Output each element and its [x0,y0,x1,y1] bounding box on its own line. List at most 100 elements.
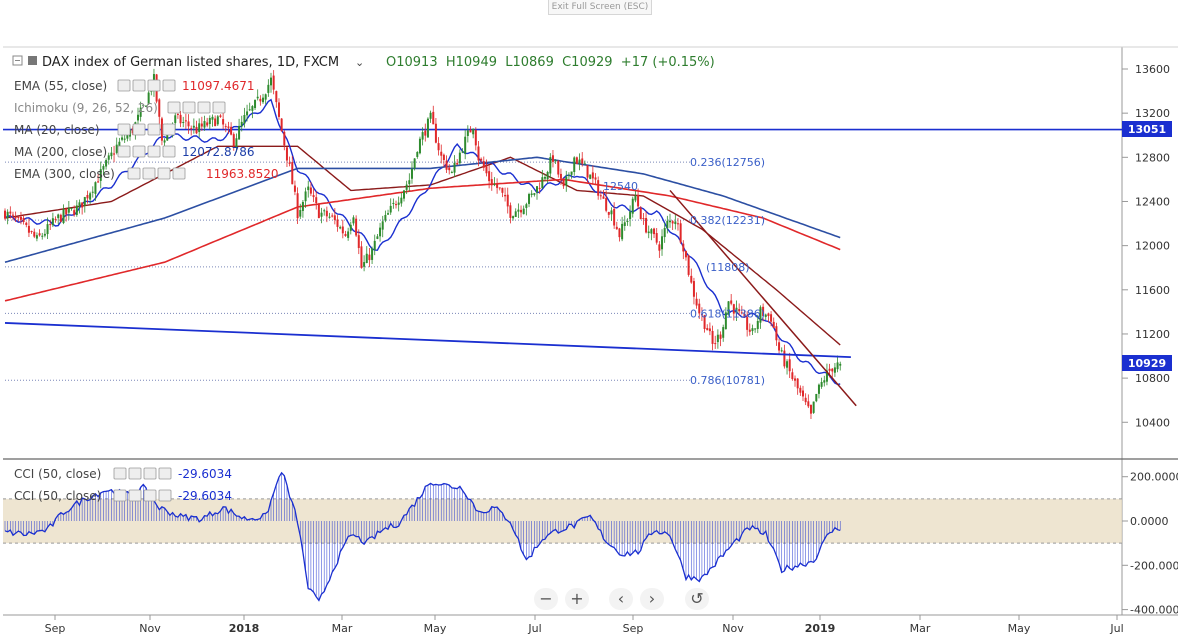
time-tick-label: Sep [45,622,66,635]
cci-legend-label-2[interactable]: CCI (50, close) [14,489,101,503]
candle-body [783,350,786,367]
candle-body [831,368,834,372]
candle-body [493,184,496,186]
candle-body [81,202,84,208]
candle-body [762,306,765,317]
candle-body [546,171,549,180]
cci-tick-label: -400.0000 [1130,604,1178,617]
candle-body [405,184,408,190]
candle-body [522,208,525,215]
candle-body [381,221,384,230]
candle-body [360,246,363,268]
candle-body [352,217,355,224]
candle-body [214,118,217,127]
chart-title[interactable]: DAX index of German listed shares, 1D, F… [42,55,339,70]
candle-body [645,218,648,233]
candle-body [692,281,695,297]
chevron-down-icon[interactable]: ⌄ [355,56,364,69]
cci-legends: CCI (50, close) -29.6034 CCI (50, close)… [14,467,232,503]
candle-body [589,174,592,179]
candle-body [62,209,65,224]
support-trendline [4,322,851,359]
candle-body [477,146,480,161]
candle-body [280,118,283,132]
candle-body [621,223,624,240]
candle-body [442,154,445,161]
resistance-trendline [669,189,857,407]
candle-body [679,223,682,243]
indicator-ma200-label[interactable]: MA (200, close) [14,145,107,159]
scroll-right-button[interactable]: › [640,588,664,610]
scroll-left-button[interactable]: ‹ [609,588,633,610]
candle-body [25,222,28,225]
reset-chart-button[interactable]: ↺ [685,588,709,610]
zoom-out-button[interactable]: − [534,588,558,610]
price-tick-label: 13200 [1135,107,1170,120]
eye-icon [113,489,127,502]
candle-body [528,194,531,204]
indicator-ma20-label[interactable]: MA (20, close) [14,123,100,137]
trend-lines [4,189,857,407]
candle-body [291,162,294,185]
add-icon [143,467,157,480]
price-tick-label: 11600 [1135,284,1170,297]
cci-legend-label-1[interactable]: CCI (50, close) [14,467,101,481]
candle-body [536,186,538,193]
time-tick-label: 2019 [805,622,836,635]
candle-body [708,328,711,332]
candle-body [743,313,746,318]
candle-body [19,216,22,220]
candle-body [703,315,706,329]
candle-body [554,160,557,162]
candle-body [794,378,797,381]
time-tick-label: Nov [722,622,744,635]
candle-body [184,120,187,122]
candle-body [437,143,440,151]
candle-body [200,123,203,127]
exit-fullscreen-button[interactable]: Exit Full Screen (ESC) [548,0,652,15]
candle-body [320,212,323,217]
candle-body [525,204,528,208]
candle-body [775,326,778,341]
candle-body [105,160,108,167]
candle-body [586,165,589,178]
indicator-ema55-label[interactable]: EMA (55, close) [14,79,107,93]
candle-body [395,204,398,206]
candle-body [799,387,802,393]
zoom-in-button[interactable]: + [565,588,589,610]
cci-tick-label: -200.0000 [1130,559,1178,572]
candle-body [83,197,86,206]
candle-body [174,115,177,123]
svg-text:13051: 13051 [1128,123,1166,136]
price-tick-label: 13600 [1135,63,1170,76]
candle-body [323,210,326,212]
legend-icon-buttons[interactable] [113,79,226,502]
add-icon [147,123,161,136]
price-tick-label: 11200 [1135,328,1170,341]
settings-icon [132,145,146,158]
candle-body [65,208,68,215]
add-icon [147,145,161,158]
ma200-line [4,156,841,263]
candle-body [485,166,488,174]
indicator-ichimoku-label[interactable]: Ichimoku (9, 26, 52, 26) [14,101,158,115]
indicator-ema300-label[interactable]: EMA (300, close) [14,167,115,181]
candle-body [301,201,304,211]
candle-body [429,112,432,119]
candle-body [802,390,804,397]
candle-body [482,161,485,168]
candle-body [796,378,799,389]
candle-body [102,166,105,170]
candle-body [573,157,576,172]
candle-body [565,176,568,186]
candle-body [676,223,679,225]
candle-body [836,362,839,370]
candle-body [246,111,249,116]
time-tick-label: Mar [910,622,931,635]
time-axis-ticks: Sep Nov 2018 Mar May Jul Sep Nov 2019 Mar May Jul [45,615,1124,635]
candle-body [722,327,725,338]
candle-body [504,194,507,197]
fib-label: 0.382(12231) [690,214,765,227]
candle-body [418,138,421,154]
candle-body [30,231,33,233]
